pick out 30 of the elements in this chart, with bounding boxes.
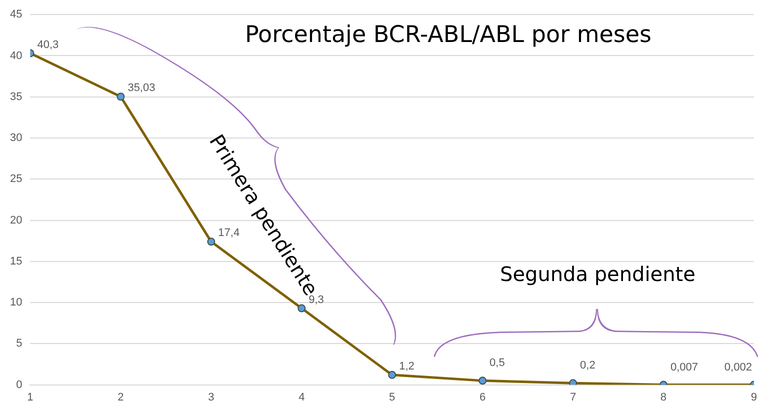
x-tick-label: 1 xyxy=(27,391,34,404)
y-tick-label: 35 xyxy=(10,90,22,103)
y-tick-label: 25 xyxy=(10,173,22,186)
x-tick-label: 4 xyxy=(298,391,305,404)
y-tick-label: 20 xyxy=(10,214,22,226)
data-label: 35,03 xyxy=(128,82,156,94)
y-tick-label: 30 xyxy=(10,132,22,144)
y-tick-label: 45 xyxy=(10,8,22,21)
data-label: 0,007 xyxy=(670,361,698,374)
data-label: 0,5 xyxy=(490,357,505,370)
y-tick-label: 10 xyxy=(10,296,22,309)
x-tick-label: 7 xyxy=(570,391,576,404)
data-label: 40,3 xyxy=(37,38,59,51)
x-tick-label: 3 xyxy=(208,391,214,404)
data-label: 1,2 xyxy=(399,360,414,372)
data-label: 0,2 xyxy=(580,360,596,372)
data-label: 9,3 xyxy=(308,294,324,306)
y-tick-label: 40 xyxy=(10,50,22,62)
x-tick-label: 6 xyxy=(479,391,486,404)
x-tick-label: 8 xyxy=(660,391,667,404)
y-tick-label: 0 xyxy=(16,378,22,391)
annotation: Segunda pendiente xyxy=(500,262,696,286)
data-label: 17,4 xyxy=(218,227,240,240)
y-tick-label: 15 xyxy=(10,255,22,268)
chart-title: Porcentaje BCR-ABL/ABL por meses xyxy=(245,22,652,48)
data-label: 0,002 xyxy=(724,361,752,374)
y-tick-label: 5 xyxy=(16,338,22,350)
x-tick-label: 5 xyxy=(389,391,396,404)
x-tick-label: 9 xyxy=(750,391,758,404)
x-tick-label: 2 xyxy=(118,391,124,404)
